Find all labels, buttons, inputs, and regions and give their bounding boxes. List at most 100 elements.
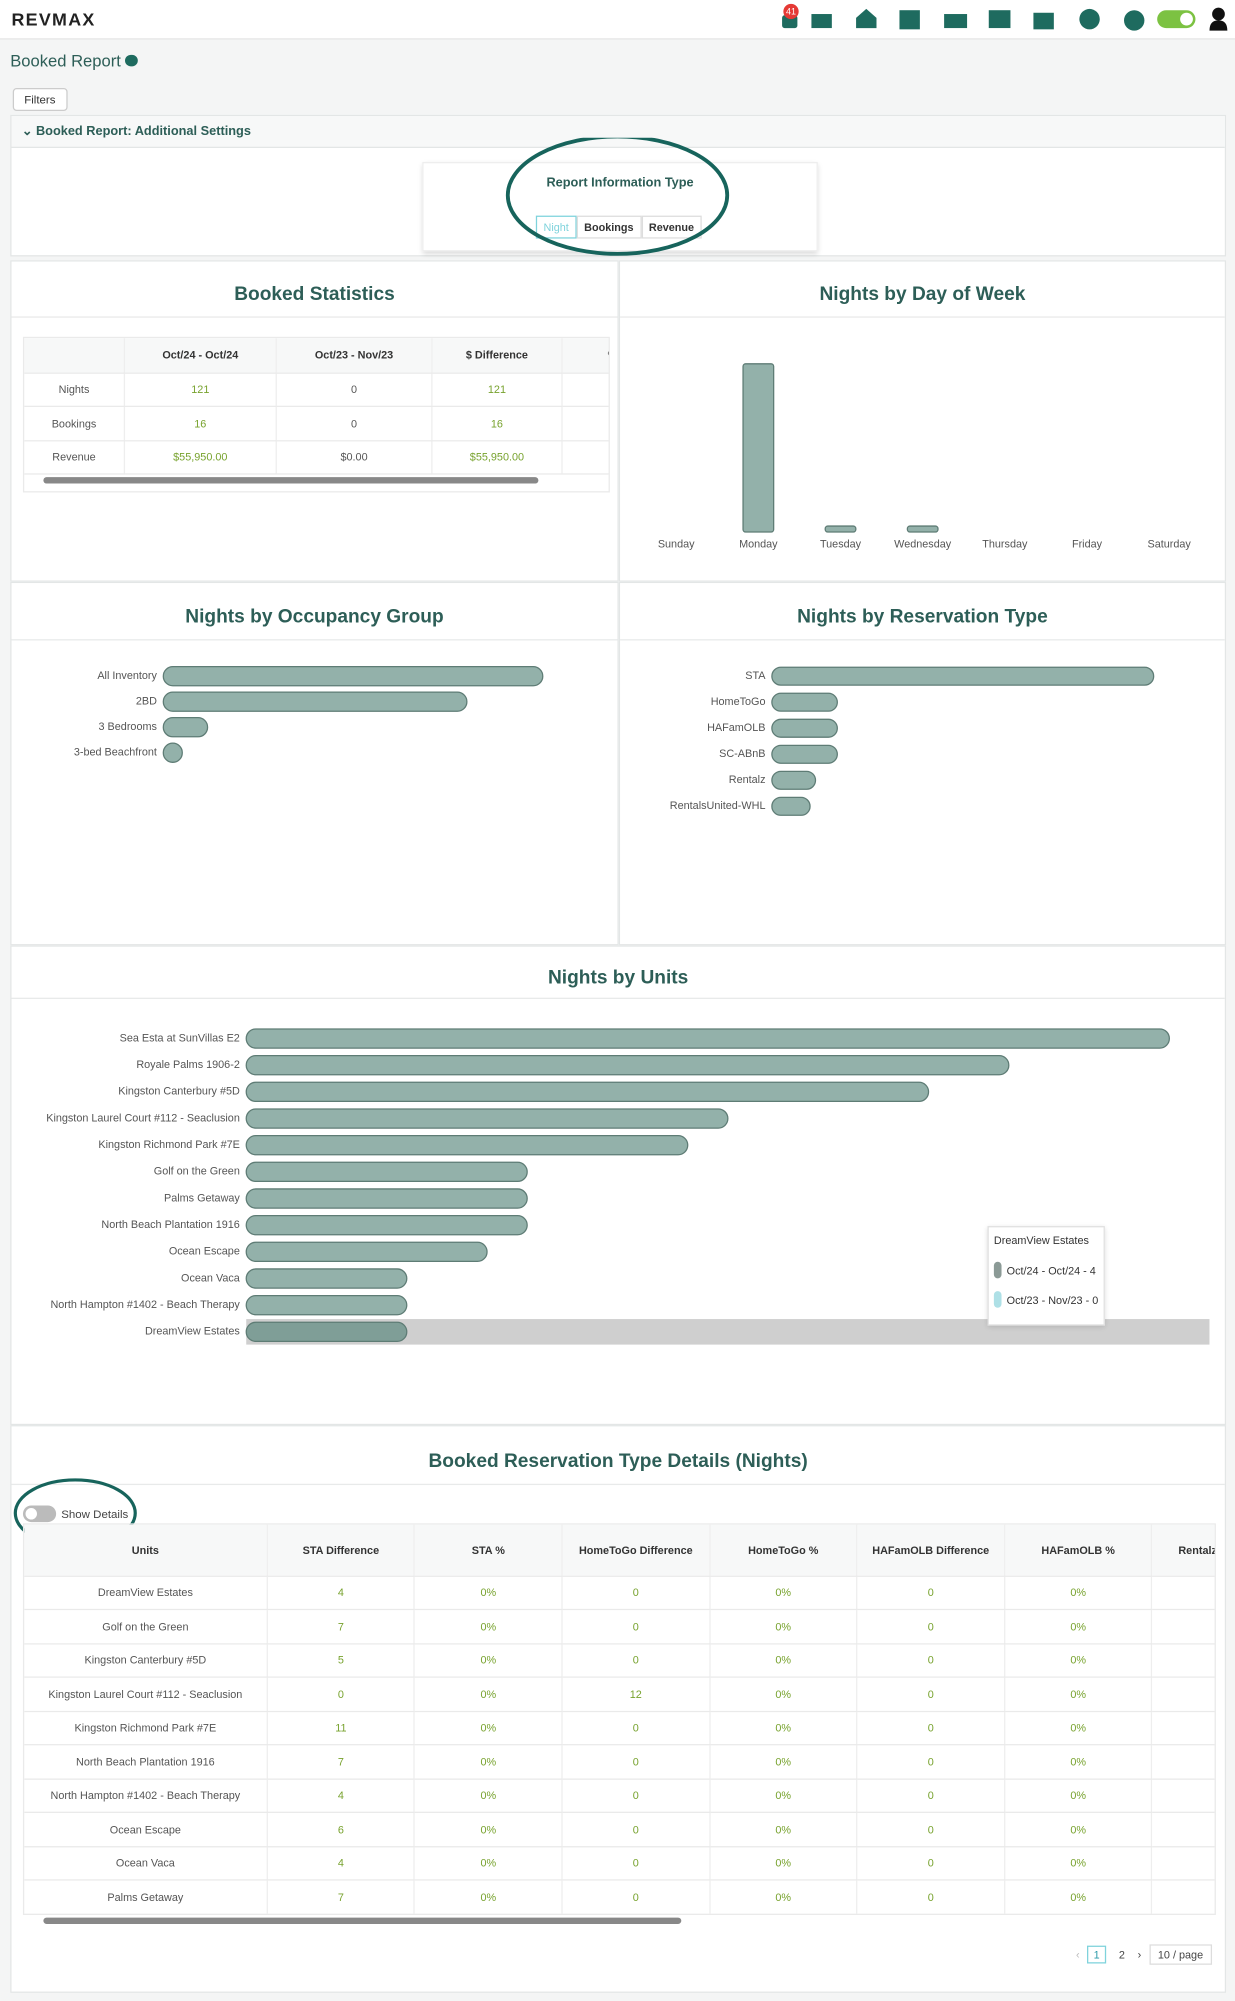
header-cell: Rentalz Difference (1151, 1524, 1215, 1577)
scrollbar[interactable] (43, 477, 539, 484)
occupancy-panel: Nights by Occupancy Group (10, 581, 619, 946)
home-icon[interactable] (856, 8, 877, 29)
cell: 16 (124, 406, 277, 441)
cell: 0% (709, 1677, 858, 1712)
header-cell: STA % (414, 1524, 563, 1577)
cell: 0 (856, 1778, 1006, 1813)
badge-count: 41 (786, 6, 796, 16)
cell: North Hampton #1402 - Beach Therapy (24, 1778, 268, 1813)
page-number[interactable]: 1 (1087, 1945, 1107, 1964)
cell: 0 (1151, 1879, 1215, 1914)
tooltip-swatch (993, 1261, 1002, 1279)
cell: 0 (1151, 1643, 1215, 1678)
row: Revenue$55,950.00$0.00$55,950.000% (24, 440, 609, 475)
next[interactable]: › (1137, 1948, 1142, 1961)
cell: 0 (562, 1575, 711, 1611)
cell: 0 (856, 1710, 1006, 1746)
cell: 0% (562, 440, 609, 475)
cell: 0 (562, 1744, 711, 1780)
cell: 0% (414, 1677, 563, 1712)
header-cell: Units (24, 1524, 268, 1577)
pricing-icon[interactable] (944, 14, 968, 29)
cell: $0.00 (276, 440, 433, 475)
cell: 0 (856, 1609, 1006, 1644)
settings-icon[interactable] (1079, 8, 1100, 30)
cell: Ocean Vaca (24, 1846, 268, 1881)
settings-header[interactable] (11, 116, 1225, 148)
cell: 0% (709, 1609, 858, 1644)
cell: 0% (414, 1846, 563, 1881)
chart-icon[interactable] (988, 10, 1011, 29)
cell: 0% (414, 1609, 563, 1644)
stats-table: Oct/24 - Oct/24 Oct/23 - Nov/23 $ Differen… (24, 338, 609, 475)
page-size[interactable]: 10 / page (1148, 1944, 1213, 1965)
cell: 0% (414, 1812, 563, 1847)
scrollbar[interactable] (43, 1917, 682, 1924)
cell: 0% (562, 406, 609, 441)
cell: Golf on the Green (24, 1609, 268, 1644)
help-icon[interactable] (1124, 10, 1145, 31)
cell: 0 (856, 1643, 1006, 1678)
cell: 0% (414, 1744, 563, 1780)
user-icon[interactable] (1209, 7, 1228, 31)
panel-title: Booked Statistics (234, 283, 395, 305)
show-details[interactable]: Show Details (22, 1505, 129, 1523)
cell: 0% (414, 1643, 563, 1678)
panel-title: Nights by Reservation Type (797, 606, 1048, 628)
cell: 0 (562, 1879, 711, 1914)
cell: 0 (562, 1643, 711, 1678)
cell: 0 (856, 1846, 1006, 1881)
briefcase-icon[interactable] (1033, 12, 1054, 30)
cell: 0% (414, 1879, 563, 1914)
show-details-label: Show Details (61, 1507, 129, 1521)
details-table-wrap: Units STA Difference STA % HomeToGo Differe… (22, 1523, 1216, 1916)
report-type-label: Report Information Type (546, 176, 694, 191)
settings-title[interactable]: ⌄ Booked Report: Additional Settings (21, 125, 251, 140)
header-cell: STA Difference (267, 1524, 416, 1577)
switch[interactable] (22, 1505, 57, 1523)
header-cell: HAFamOLB % (1004, 1524, 1153, 1577)
row: North Hampton #1402 - Beach Therapy 4 0% 0 0… (24, 1778, 1215, 1813)
panel-title: Nights by Occupancy Group (185, 606, 444, 628)
cell: 0 (856, 1812, 1006, 1847)
cell: 0% (709, 1710, 858, 1746)
cell: 0 (1151, 1710, 1215, 1746)
option-button[interactable]: Night (535, 215, 577, 239)
day-panel: Nights by Day of Week (618, 260, 1227, 582)
cell: 4 (267, 1778, 416, 1813)
cell: 0% (562, 372, 609, 407)
cell: 0% (709, 1744, 858, 1780)
cell: 0 (276, 406, 433, 441)
highlight-ellipse (505, 137, 730, 256)
header-cell: HomeToGo Difference (562, 1524, 711, 1577)
info-icon[interactable] (125, 54, 139, 67)
cell: 0 (562, 1710, 711, 1746)
mail-icon[interactable] (811, 14, 832, 29)
row: Bookings160160% (24, 406, 609, 441)
header-cell (24, 338, 126, 374)
settings-panel: ⌄ Booked Report: Additional Settings Rep… (10, 114, 1227, 257)
page-number[interactable]: 2 (1118, 1948, 1125, 1961)
prev[interactable]: ‹ (1076, 1948, 1080, 1961)
calendar-icon[interactable] (899, 10, 920, 30)
cell: 121 (124, 372, 277, 407)
tooltip-swatch (993, 1291, 1002, 1308)
cell: 0% (1004, 1643, 1153, 1678)
logo[interactable]: REVMAX (11, 8, 96, 30)
cell: 0 (562, 1778, 711, 1813)
cell: 0% (709, 1575, 858, 1611)
cell: 16 (431, 406, 563, 441)
option-button[interactable]: Bookings (576, 215, 642, 239)
cell: 11 (267, 1710, 416, 1746)
page-title: Booked Report (10, 51, 139, 70)
cell: 0% (1004, 1778, 1153, 1813)
cell: 0 (856, 1879, 1006, 1914)
cell: 0% (709, 1778, 858, 1813)
panel-title: Nights by Units (547, 967, 689, 989)
filters-button[interactable]: Filters (12, 88, 67, 111)
cell: 0 (562, 1609, 711, 1644)
option-button[interactable]: Revenue (641, 215, 702, 239)
